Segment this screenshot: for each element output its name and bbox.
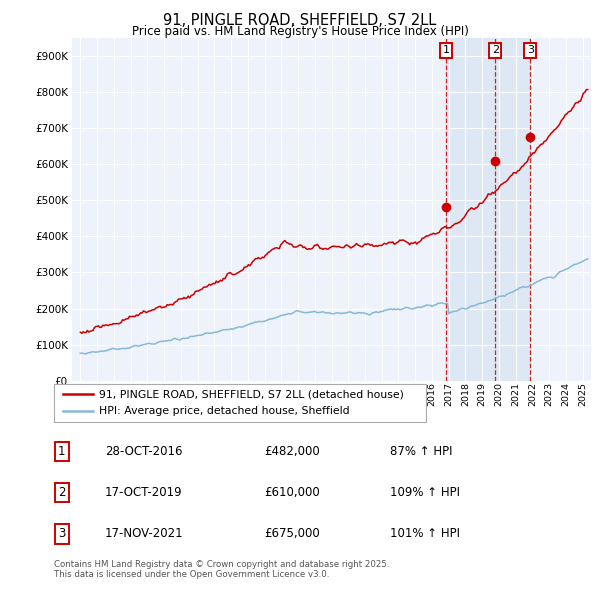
Text: 3: 3	[58, 527, 65, 540]
Text: 101% ↑ HPI: 101% ↑ HPI	[390, 527, 460, 540]
Bar	[446, 38, 530, 381]
Text: 91, PINGLE ROAD, SHEFFIELD, S7 2LL (detached house): 91, PINGLE ROAD, SHEFFIELD, S7 2LL (deta…	[99, 389, 404, 399]
Text: 1: 1	[58, 445, 65, 458]
Text: 109% ↑ HPI: 109% ↑ HPI	[390, 486, 460, 499]
Text: 2: 2	[58, 486, 65, 499]
Text: 87% ↑ HPI: 87% ↑ HPI	[390, 445, 452, 458]
Text: 17-NOV-2021: 17-NOV-2021	[105, 527, 184, 540]
Text: 2: 2	[492, 45, 499, 55]
Text: 17-OCT-2019: 17-OCT-2019	[105, 486, 182, 499]
Text: 1: 1	[442, 45, 449, 55]
Text: 3: 3	[527, 45, 534, 55]
Text: £675,000: £675,000	[264, 527, 320, 540]
Text: Contains HM Land Registry data © Crown copyright and database right 2025.
This d: Contains HM Land Registry data © Crown c…	[54, 560, 389, 579]
Text: HPI: Average price, detached house, Sheffield: HPI: Average price, detached house, Shef…	[99, 406, 350, 416]
Text: 91, PINGLE ROAD, SHEFFIELD, S7 2LL: 91, PINGLE ROAD, SHEFFIELD, S7 2LL	[163, 13, 437, 28]
Text: 28-OCT-2016: 28-OCT-2016	[105, 445, 182, 458]
Text: £610,000: £610,000	[264, 486, 320, 499]
Text: Price paid vs. HM Land Registry's House Price Index (HPI): Price paid vs. HM Land Registry's House …	[131, 25, 469, 38]
Text: £482,000: £482,000	[264, 445, 320, 458]
